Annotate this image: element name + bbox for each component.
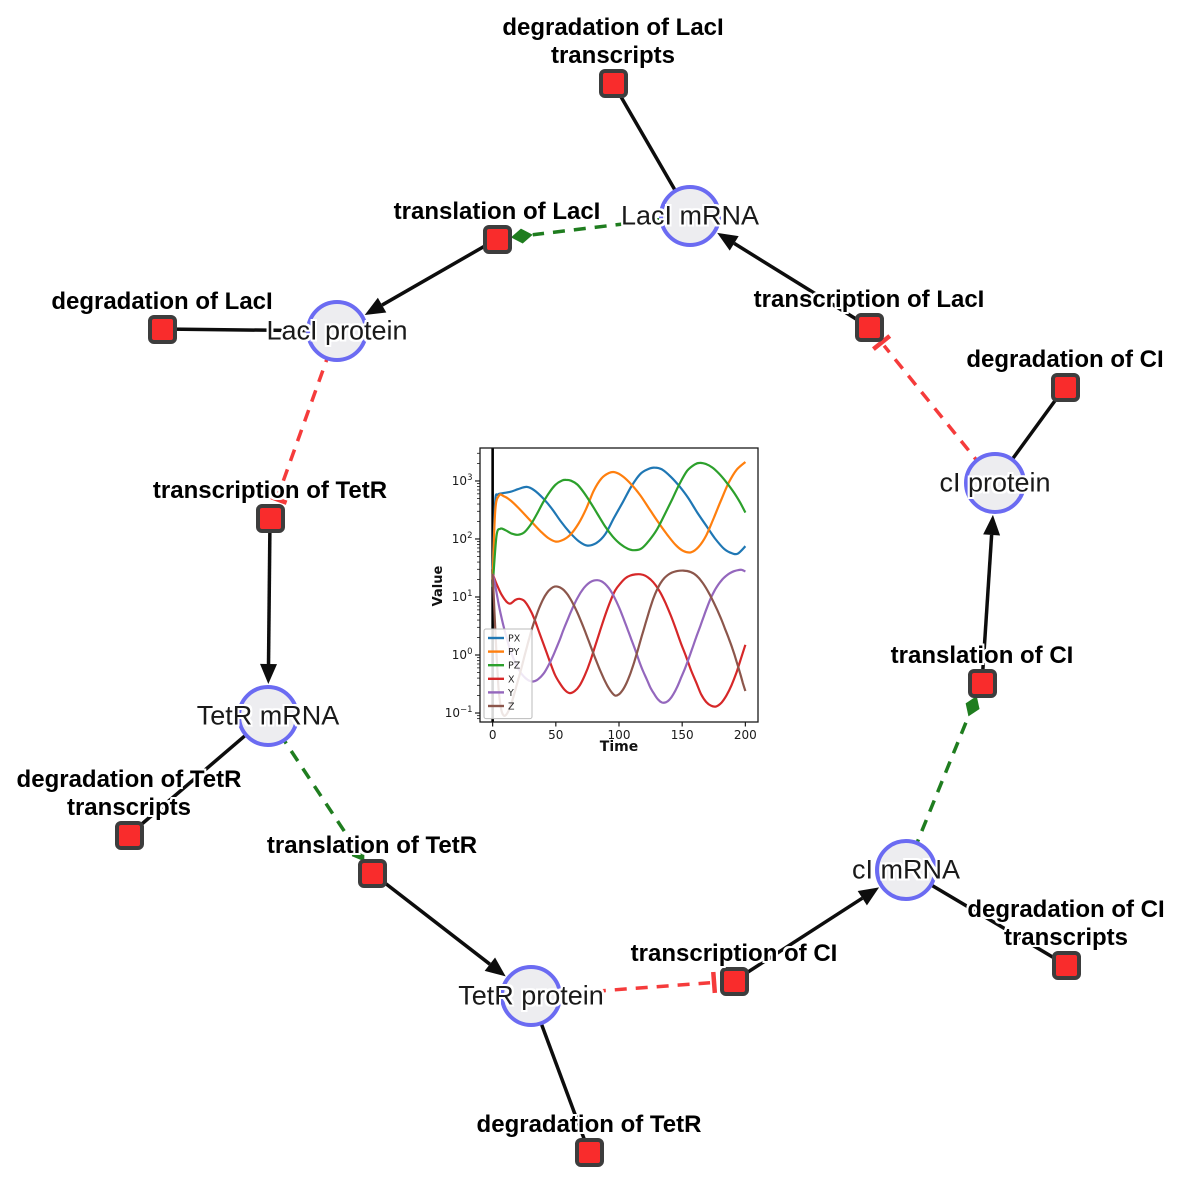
reaction-label-deg-laci: degradation of LacI: [51, 288, 273, 315]
series-PY: [491, 461, 747, 580]
reaction-node-translation-ci[interactable]: [967, 668, 997, 698]
edge-translation-ci-to-ci-protein: [980, 514, 1001, 684]
chart-frame: [479, 447, 759, 723]
reaction-label-deg-tetr-transcripts: degradation of TetR transcripts: [16, 766, 242, 821]
reaction-label-transcription-ci: transcription of CI: [630, 940, 838, 967]
species-label-laci-mrna: LacI mRNA: [620, 200, 760, 231]
chart-series: [491, 461, 747, 717]
reaction-node-deg-tetr-transcripts[interactable]: [114, 820, 144, 850]
edge-translation-laci-to-laci-protein: [364, 237, 498, 316]
svg-text:150: 150: [671, 728, 694, 742]
svg-text:Y: Y: [507, 688, 514, 699]
species-label-tetr-mrna: TetR mRNA: [196, 700, 340, 731]
svg-text:103: 103: [452, 473, 473, 488]
reaction-label-translation-tetr: translation of TetR: [266, 832, 478, 859]
edge-transcription-laci-to-laci-mrna: [717, 232, 870, 329]
edge-transcription-tetr-to-tetr-mrna: [260, 517, 278, 685]
svg-text:10−1: 10−1: [445, 705, 473, 720]
species-label-laci-protein: LacI protein: [266, 315, 408, 346]
svg-text:Z: Z: [508, 702, 515, 713]
svg-text:X: X: [508, 674, 515, 685]
species-node-laci-protein[interactable]: [306, 300, 368, 362]
chart-y-axis-label: Value: [431, 565, 446, 607]
species-node-laci-mrna[interactable]: [659, 185, 721, 247]
reaction-node-deg-ci[interactable]: [1050, 372, 1080, 402]
species-node-ci-protein[interactable]: [964, 452, 1026, 514]
svg-text:50: 50: [548, 728, 563, 742]
time-series-chart: 10−1 100 101 102 103 0 50 100 150 200 PX PY PZ XYZ: [445, 447, 759, 742]
svg-text:PY: PY: [508, 647, 520, 658]
svg-text:0: 0: [489, 728, 497, 742]
reaction-label-translation-laci: translation of LacI: [393, 198, 601, 225]
svg-text:PX: PX: [508, 634, 521, 645]
chart-legend: PX PY PZ XYZ: [483, 628, 533, 720]
chart-inset: 10−1 100 101 102 103 0 50 100 150 200 PX PY PZ X Y Z Ti…: [430, 425, 800, 785]
series-X: [491, 573, 747, 708]
series-PZ: [491, 461, 747, 587]
reaction-node-deg-laci-transcripts[interactable]: [598, 68, 628, 98]
reaction-node-transcription-tetr[interactable]: [255, 503, 285, 533]
reaction-label-deg-laci-transcripts: degradation of LacI transcripts: [502, 14, 724, 69]
reaction-label-translation-ci: translation of CI: [890, 642, 1074, 669]
svg-text:100: 100: [608, 728, 631, 742]
reaction-label-deg-ci-transcripts: degradation of CI transcripts: [967, 896, 1165, 951]
edge-translation-tetr-to-tetr-protein: [370, 871, 506, 977]
chart-axes: 10−1 100 101 102 103 0 50 100 150 200: [445, 452, 757, 742]
reaction-node-deg-tetr[interactable]: [574, 1137, 604, 1167]
reaction-node-translation-tetr[interactable]: [357, 858, 387, 888]
reaction-label-deg-ci: degradation of CI: [966, 346, 1164, 373]
reaction-node-deg-laci[interactable]: [147, 314, 177, 344]
reaction-label-transcription-tetr: transcription of TetR: [152, 477, 388, 504]
species-node-ci-mrna[interactable]: [875, 839, 937, 901]
reaction-node-transcription-ci[interactable]: [719, 966, 749, 996]
reaction-label-transcription-laci: transcription of LacI: [753, 286, 985, 313]
series-PX: [491, 466, 747, 570]
reaction-node-deg-ci-transcripts[interactable]: [1051, 950, 1081, 980]
species-label-tetr-protein: TetR protein: [458, 980, 604, 1011]
svg-text:101: 101: [452, 589, 473, 604]
species-label-ci-mrna: cI mRNA: [852, 854, 960, 885]
svg-text:102: 102: [452, 531, 473, 546]
svg-text:200: 200: [734, 728, 757, 742]
edge-ci-mrna-to-deg-ci-transcripts: [905, 868, 1067, 967]
edge-transcription-ci-to-ci-mrna: [733, 887, 880, 983]
reaction-label-deg-tetr: degradation of TetR: [476, 1111, 702, 1138]
svg-text:PZ: PZ: [508, 661, 521, 672]
chart-x-axis-label: Time: [599, 739, 639, 755]
svg-text:100: 100: [452, 647, 473, 662]
reaction-node-transcription-laci[interactable]: [854, 312, 884, 342]
species-node-tetr-protein[interactable]: [500, 965, 562, 1027]
species-label-ci-protein: cI protein: [939, 467, 1051, 498]
species-node-tetr-mrna[interactable]: [237, 685, 299, 747]
series-Y: [491, 568, 746, 704]
reaction-node-translation-laci[interactable]: [482, 224, 512, 254]
